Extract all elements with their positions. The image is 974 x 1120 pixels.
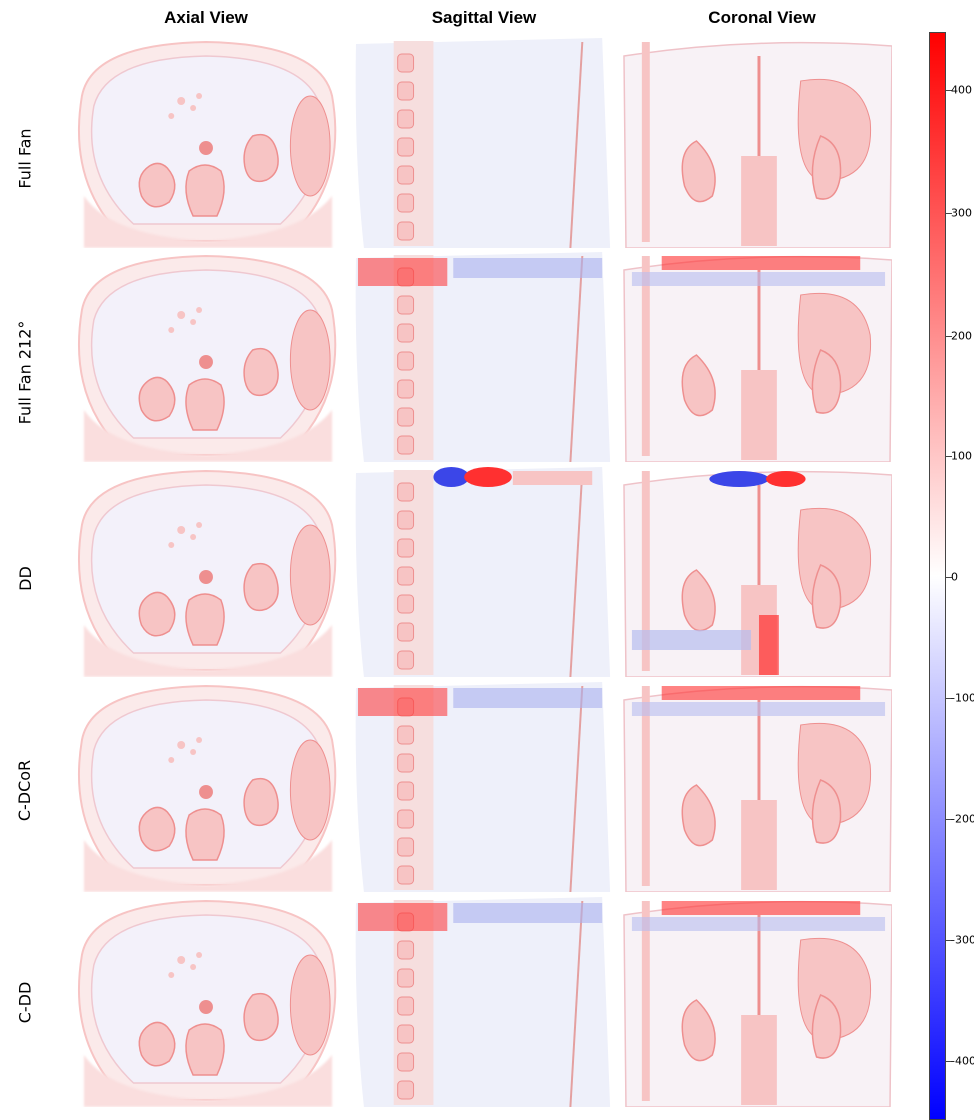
colorbar-tick: [946, 336, 952, 337]
colorbar-label-300: 300: [951, 206, 972, 220]
axial-image-full-fan: [72, 36, 342, 248]
sagittal-difference-image: [355, 897, 611, 1107]
axial-difference-image: [78, 40, 337, 248]
coronal-image-c-dcor: [622, 680, 892, 892]
sagittal-difference-image: [355, 252, 611, 462]
sagittal-difference-image: [355, 682, 611, 892]
coronal-difference-image: [623, 41, 892, 248]
colorbar-tick: [946, 819, 952, 820]
colorbar-label-0: 0: [951, 570, 958, 584]
axial-difference-image: [78, 254, 337, 462]
colorbar-label-200: 200: [951, 329, 972, 343]
sagittal-image-c-dd: [354, 895, 624, 1107]
sagittal-image-dd: [354, 465, 624, 677]
coronal-image-full-fan: [622, 36, 892, 248]
coronal-image-full-fan-212: [622, 250, 892, 462]
axial-image-dd: [72, 465, 342, 677]
colorbar-tick: [946, 577, 952, 578]
sagittal-image-full-fan: [354, 36, 624, 248]
coronal-difference-image: [623, 470, 892, 677]
coronal-image-c-dd: [622, 895, 892, 1107]
colorbar-tick: [946, 90, 952, 91]
row-label-dd: DD: [15, 565, 35, 591]
colorbar-label-minus-400: -400: [951, 1054, 974, 1068]
column-title-coronal: Coronal View: [708, 8, 816, 27]
axial-image-c-dcor: [72, 680, 342, 892]
colorbar-label-minus-100: -100: [951, 691, 974, 705]
axial-difference-image: [78, 684, 337, 892]
colorbar-label-minus-200: -200: [951, 812, 974, 826]
coronal-image-dd: [622, 465, 892, 677]
colorbar-label-400: 400: [951, 83, 972, 97]
coronal-difference-image: [623, 255, 892, 462]
row-label-full-fan: Full Fan: [15, 127, 35, 189]
axial-difference-image: [78, 469, 337, 677]
axial-difference-image: [78, 899, 337, 1107]
colorbar-tick: [946, 940, 952, 941]
coronal-difference-image: [623, 900, 892, 1107]
colorbar-tick: [946, 698, 952, 699]
row-label-full-fan-212: Full Fan 212°: [15, 320, 35, 424]
colorbar-label-minus-300: -300: [951, 933, 974, 947]
column-title-sagittal: Sagittal View: [431, 8, 537, 27]
column-title-axial: Axial View: [164, 8, 248, 27]
row-label-c-dcor: C-DCoR: [15, 759, 35, 821]
sagittal-image-c-dcor: [354, 680, 624, 892]
colorbar-label-100: 100: [951, 449, 972, 463]
coronal-difference-image: [623, 685, 892, 892]
row-label-c-dd: C-DD: [15, 981, 35, 1023]
sagittal-image-full-fan-212: [354, 250, 624, 462]
colorbar-tick: [946, 213, 952, 214]
axial-image-full-fan-212: [72, 250, 342, 462]
colorbar-tick: [946, 456, 952, 457]
sagittal-difference-image: [355, 467, 611, 677]
colorbar: [929, 32, 946, 1120]
axial-image-c-dd: [72, 895, 342, 1107]
colorbar-tick: [946, 1061, 952, 1062]
sagittal-difference-image: [355, 38, 611, 248]
